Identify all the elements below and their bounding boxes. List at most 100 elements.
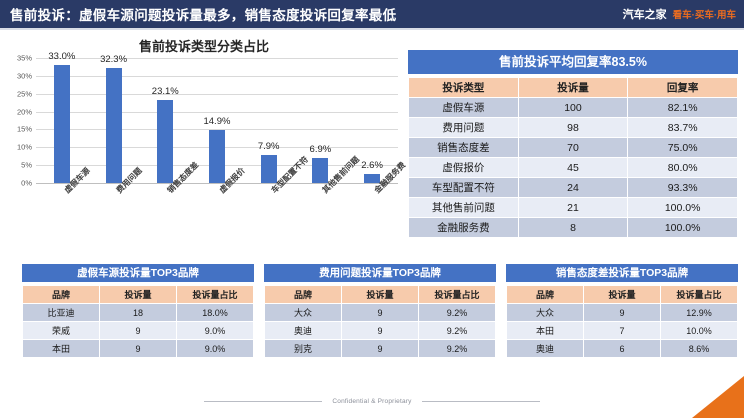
complaint-share-cell: 10.0% [660, 321, 738, 340]
bar-value-label: 2.6% [361, 160, 383, 171]
bar [364, 174, 381, 183]
brand-cell: 比亚迪 [22, 303, 100, 322]
top3-table: 品牌 投诉量 投诉量占比 比亚迪 18 18.0% 荣威 9 9.0% 本田 9 9.0% [22, 285, 254, 358]
column-header: 投诉量 [517, 77, 629, 98]
table-row: 其他售前问题 21 100.0% [408, 197, 738, 218]
chart-x-axis-line [36, 183, 398, 192]
y-tick-label: 5% [21, 160, 32, 170]
y-tick-label: 35% [16, 53, 32, 63]
chart-bars: 33.0% 32.3% 23.1% 14.9% 7.9% 6.9% 2.6% [36, 51, 398, 183]
bar [260, 155, 277, 183]
reply-rate-panel: 售前投诉平均回复率83.5% 投诉类型 投诉量 回复率 虚假车源 100 82.1% 费用… [408, 50, 738, 238]
bar-column: 14.9% [191, 58, 242, 183]
column-header: 投诉量 [341, 285, 419, 304]
column-header: 投诉量占比 [660, 285, 738, 304]
complaint-type-chart: 售前投诉类型分类占比 0% 5% 10% 15% 20% 25% 30% 35% 33.0% 3… [6, 36, 407, 254]
x-tick-label: 费用问题 [114, 166, 144, 196]
complaint-count-cell: 45 [517, 157, 629, 178]
brand-cell: 别克 [264, 339, 342, 358]
bar [53, 65, 70, 183]
table-header-row: 品牌 投诉量 投诉量占比 [506, 285, 738, 304]
column-header: 投诉量占比 [176, 285, 254, 304]
bar [157, 100, 174, 183]
complaint-count-cell: 8 [517, 217, 629, 238]
bar-value-label: 32.3% [100, 54, 128, 65]
corner-triangle-decoration [692, 376, 744, 418]
complaint-share-cell: 18.0% [176, 303, 254, 322]
complaint-count-cell: 21 [517, 197, 629, 218]
brand-cell: 大众 [506, 303, 584, 322]
table-row: 费用问题 98 83.7% [408, 117, 738, 138]
complaint-count-cell: 18 [99, 303, 177, 322]
bar-column: 2.6% [346, 58, 397, 183]
brand-cell: 奥迪 [264, 321, 342, 340]
complaint-share-cell: 9.0% [176, 339, 254, 358]
x-tick-label: 虚假车源 [62, 166, 92, 196]
complaint-count-cell: 98 [517, 117, 629, 138]
brand-cell: 奥迪 [506, 339, 584, 358]
footer-rule-right [421, 400, 540, 402]
complaint-count-cell: 9 [341, 303, 419, 322]
chart-x-axis-labels: 虚假车源 费用问题 销售态度差 虚假报价 车型配置不符 其他售前问题 金融服务费 [36, 154, 408, 244]
table-row: 虚假车源 100 82.1% [408, 97, 738, 118]
bar-column: 7.9% [243, 58, 294, 183]
table-row: 车型配置不符 24 93.3% [408, 177, 738, 198]
y-tick-label: 10% [16, 142, 32, 152]
table-row: 奥迪 9 9.2% [264, 321, 496, 340]
gridline [36, 129, 398, 131]
table-header-row: 投诉类型 投诉量 回复率 [408, 77, 738, 98]
chart-y-axis: 0% 5% 10% 15% 20% 25% 30% 35% [6, 54, 34, 188]
complaint-type-cell: 车型配置不符 [408, 177, 519, 198]
complaint-type-cell: 其他售前问题 [408, 197, 519, 218]
reply-rate-cell: 83.7% [627, 117, 738, 138]
complaint-count-cell: 70 [517, 137, 629, 158]
column-header: 品牌 [264, 285, 342, 304]
gridline [36, 58, 398, 59]
complaint-count-cell: 6 [583, 339, 661, 358]
panel-title: 销售态度差投诉量TOP3品牌 [506, 264, 738, 282]
complaint-type-cell: 费用问题 [408, 117, 519, 138]
y-tick-label: 15% [16, 124, 32, 134]
table-row: 大众 9 12.9% [506, 303, 738, 322]
complaint-type-cell: 虚假车源 [408, 97, 519, 118]
complaint-share-cell: 9.2% [418, 303, 496, 322]
top3-table: 品牌 投诉量 投诉量占比 大众 9 9.2% 奥迪 9 9.2% 别克 9 9.2% [264, 285, 496, 358]
top3-panel-sales-attitude: 销售态度差投诉量TOP3品牌 品牌 投诉量 投诉量占比 大众 9 12.9% 本田 7 10.… [506, 264, 738, 358]
top3-panel-fee-issue: 费用问题投诉量TOP3品牌 品牌 投诉量 投诉量占比 大众 9 9.2% 奥迪 9 9.2% 别… [264, 264, 496, 358]
x-tick-label: 车型配置不符 [269, 154, 310, 196]
reply-rate-cell: 93.3% [627, 177, 738, 198]
table-header-row: 品牌 投诉量 投诉量占比 [22, 285, 254, 304]
complaint-count-cell: 9 [583, 303, 661, 322]
reply-rate-panel-title: 售前投诉平均回复率83.5% [408, 50, 738, 74]
brand-name-text: 汽车之家 [622, 9, 667, 21]
bar [105, 68, 122, 183]
reply-rate-cell: 75.0% [627, 137, 738, 158]
table-header-row: 品牌 投诉量 投诉量占比 [264, 285, 496, 304]
bar-value-label: 33.0% [48, 51, 76, 62]
bar-value-label: 14.9% [203, 116, 231, 127]
brand-cell: 荣威 [22, 321, 100, 340]
gridline [36, 111, 398, 113]
column-header: 回复率 [627, 77, 738, 98]
top3-panel-fake-source: 虚假车源投诉量TOP3品牌 品牌 投诉量 投诉量占比 比亚迪 18 18.0% 荣威 9 9.… [22, 264, 254, 358]
complaint-share-cell: 12.9% [660, 303, 738, 322]
complaint-share-cell: 9.2% [418, 321, 496, 340]
gridline [36, 75, 398, 77]
footer-text: Confidential & Proprietary [332, 397, 412, 405]
top3-table: 品牌 投诉量 投诉量占比 大众 9 12.9% 本田 7 10.0% 奥迪 6 8.6% [506, 285, 738, 358]
y-tick-label: 0% [21, 178, 32, 188]
chart-plot-area: 0% 5% 10% 15% 20% 25% 30% 35% 33.0% 32.3% 23.1% 14… [6, 51, 407, 213]
complaint-type-cell: 金融服务费 [408, 217, 519, 238]
bar-value-label: 23.1% [151, 86, 179, 97]
reply-rate-table: 投诉类型 投诉量 回复率 虚假车源 100 82.1% 费用问题 98 83.7% 销售态度差 7… [408, 77, 738, 238]
complaint-count-cell: 9 [341, 321, 419, 340]
y-tick-label: 25% [16, 89, 32, 99]
reply-rate-cell: 80.0% [627, 157, 738, 178]
reply-rate-cell: 100.0% [627, 197, 738, 218]
x-tick-label: 金融服务费 [372, 160, 408, 196]
table-row: 本田 9 9.0% [22, 339, 254, 358]
table-row: 奥迪 6 8.6% [506, 339, 738, 358]
bar-value-label: 6.9% [309, 144, 332, 155]
complaint-count-cell: 9 [99, 321, 177, 340]
reply-rate-cell: 82.1% [627, 97, 738, 118]
